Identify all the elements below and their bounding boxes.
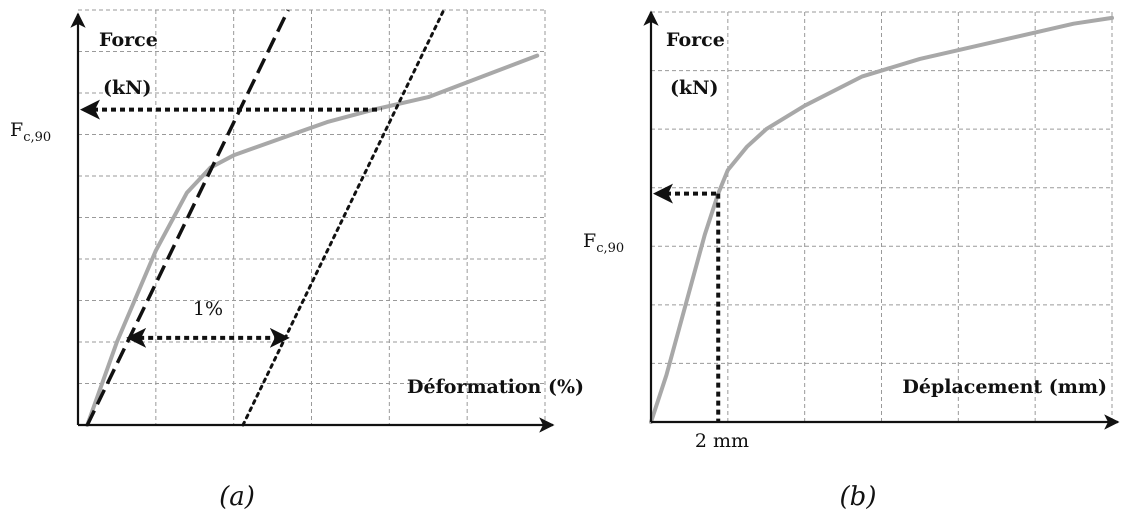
chart-panel-b: Force (kN) Déplacement (mm) Fc,90 2 mm (… (583, 10, 1120, 512)
grid-a (78, 9, 546, 425)
load-curve-b (649, 15, 1114, 424)
fc90-label-a: Fc,90 (10, 119, 51, 145)
y-axis-unit-a: (kN) (103, 77, 152, 99)
y-axis-label-a: Force (99, 29, 158, 51)
grid-b (651, 11, 1113, 422)
load-curve-a (85, 53, 540, 427)
elastic-tangent-line (85, 9, 290, 426)
x-axis-label-a: Déformation (%) (407, 376, 584, 398)
caption-a: (a) (219, 482, 255, 512)
offset-line-1pct (241, 8, 446, 427)
chart-panel-a: Force (kN) Déformation (%) Fc,90 1% (a) (10, 8, 584, 512)
caption-b: (b) (840, 482, 877, 512)
displacement-annotation: 2 mm (695, 430, 749, 452)
y-axis-unit-b: (kN) (670, 77, 719, 99)
x-axis-label-b: Déplacement (mm) (902, 376, 1107, 398)
fc90-label-b: Fc,90 (583, 230, 624, 256)
offset-annotation: 1% (193, 298, 223, 320)
y-axis-label-b: Force (666, 29, 725, 51)
